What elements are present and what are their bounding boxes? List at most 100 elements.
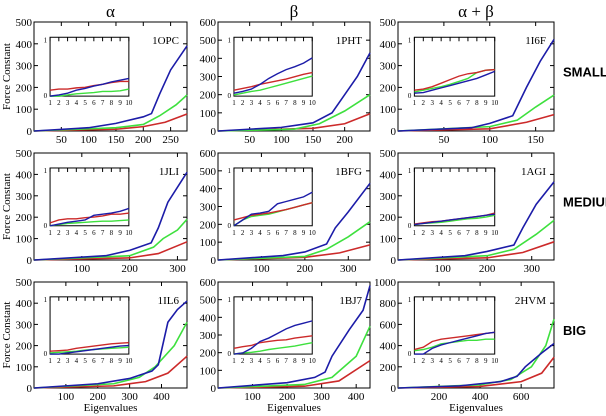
inset-x-tick-label: 7 [466,99,470,107]
inset-x-tick-label: 5 [83,357,87,365]
series-green [397,219,555,261]
inset-series-red [50,341,129,352]
structure-label: 1JLI [159,166,180,178]
inset-x-tick-label: 1 [413,229,417,237]
inset-x-tick-label: 10 [309,99,317,107]
y-tick-label: 600 [380,319,397,331]
y-tick-label: 400 [200,53,217,65]
x-tick-label: 100 [434,263,451,275]
y-tick-label: 400 [380,39,397,51]
y-tick-label: 0 [391,126,397,138]
inset-x-tick-label: 9 [118,357,122,365]
inset-x-tick-label: 7 [284,229,288,237]
y-axis-label: Force Constant [1,173,13,240]
x-axis-label: Eigenvalues [84,402,138,414]
inset-x-tick-label: 2 [241,229,245,237]
inset-frame [49,296,130,355]
inset-x-tick-label: 7 [101,99,105,107]
inset-x-tick-label: 6 [457,229,461,237]
inset-x-tick-label: 6 [276,357,280,365]
inset-x-tick-label: 3 [430,357,434,365]
y-tick-label: 500 [16,17,33,29]
inset-y-tick-label: 0 [227,92,231,100]
inset-x-tick-label: 8 [110,357,114,365]
inset-x-tick-label: 2 [422,99,426,107]
series-green [217,221,371,261]
x-tick-label: 100 [80,134,97,146]
y-tick-label: 0 [391,383,397,395]
series-green [217,325,371,389]
structure-label: 1BJ7 [339,295,362,307]
x-tick-label: 600 [513,391,530,403]
inset-series-blue [233,57,313,94]
y-tick-label: 100 [16,362,33,374]
x-tick-label: 200 [479,263,496,275]
x-tick-label: 200 [279,391,296,403]
row-title: BIG [563,323,586,338]
inset-x-tick-label: 10 [125,229,133,237]
x-tick-label: 100 [244,391,261,403]
y-tick-label: 400 [380,169,397,181]
y-tick-label: 200 [16,82,33,94]
inset-x-tick-label: 1 [232,99,236,107]
inset-x-tick-label: 6 [457,357,461,365]
inset-series-green [233,341,313,355]
series-blue [397,181,555,261]
inset-x-tick-label: 5 [448,357,452,365]
inset-x-tick-label: 8 [110,229,114,237]
inset-y-tick-label: 1 [408,36,412,44]
inset-x-tick-label: 10 [491,357,499,365]
series-red [397,113,555,132]
y-tick-label: 500 [200,295,217,307]
inset-x-tick-label: 6 [457,99,461,107]
x-tick-label: 150 [108,134,125,146]
y-tick-label: 0 [27,255,33,267]
row-title: MEDIUM [563,195,606,210]
inset-x-tick-label: 6 [92,229,96,237]
y-tick-label: 400 [16,39,33,51]
y-tick-label: 400 [200,312,217,324]
structure-label: 1IL6 [158,295,180,307]
y-tick-label: 800 [380,298,397,310]
inset-x-tick-label: 4 [439,99,443,107]
y-tick-label: 500 [380,17,397,29]
inset-x-tick-label: 7 [466,357,470,365]
inset-x-tick-label: 8 [293,229,297,237]
inset-series-green [49,219,129,227]
x-tick-label: 400 [153,391,170,403]
inset-series-blue [414,331,495,355]
inset-y-tick-label: 0 [44,350,48,358]
inset-x-tick-label: 10 [125,99,133,107]
inset-x-tick-label: 9 [118,99,122,107]
x-tick-label: 200 [297,263,314,275]
series-blue [397,39,555,132]
inset-x-tick-label: 1 [48,229,52,237]
inset-x-tick-label: 2 [422,357,426,365]
y-tick-label: 200 [16,212,33,224]
inset-x-tick-label: 4 [75,229,79,237]
y-tick-label: 300 [380,191,397,203]
column-title: β [290,2,299,21]
inset-x-tick-label: 9 [302,357,306,365]
y-axis-label: Force Constant [1,302,13,369]
inset-x-tick-label: 1 [413,99,417,107]
inset-y-tick-label: 0 [227,350,231,358]
inset-x-tick-label: 4 [258,229,262,237]
inset-x-tick-label: 9 [484,357,488,365]
x-tick-label: 50 [438,134,450,146]
inset-x-tick-label: 2 [57,99,61,107]
inset-series-blue [49,77,129,97]
y-tick-label: 300 [200,72,217,84]
y-tick-label: 200 [380,82,397,94]
inset-x-tick-label: 6 [92,99,96,107]
inset-x-tick-label: 8 [293,357,297,365]
inset-y-tick-label: 1 [44,296,48,304]
x-tick-label: 50 [244,134,256,146]
series-green [33,218,188,261]
inset-x-tick-label: 3 [430,229,434,237]
